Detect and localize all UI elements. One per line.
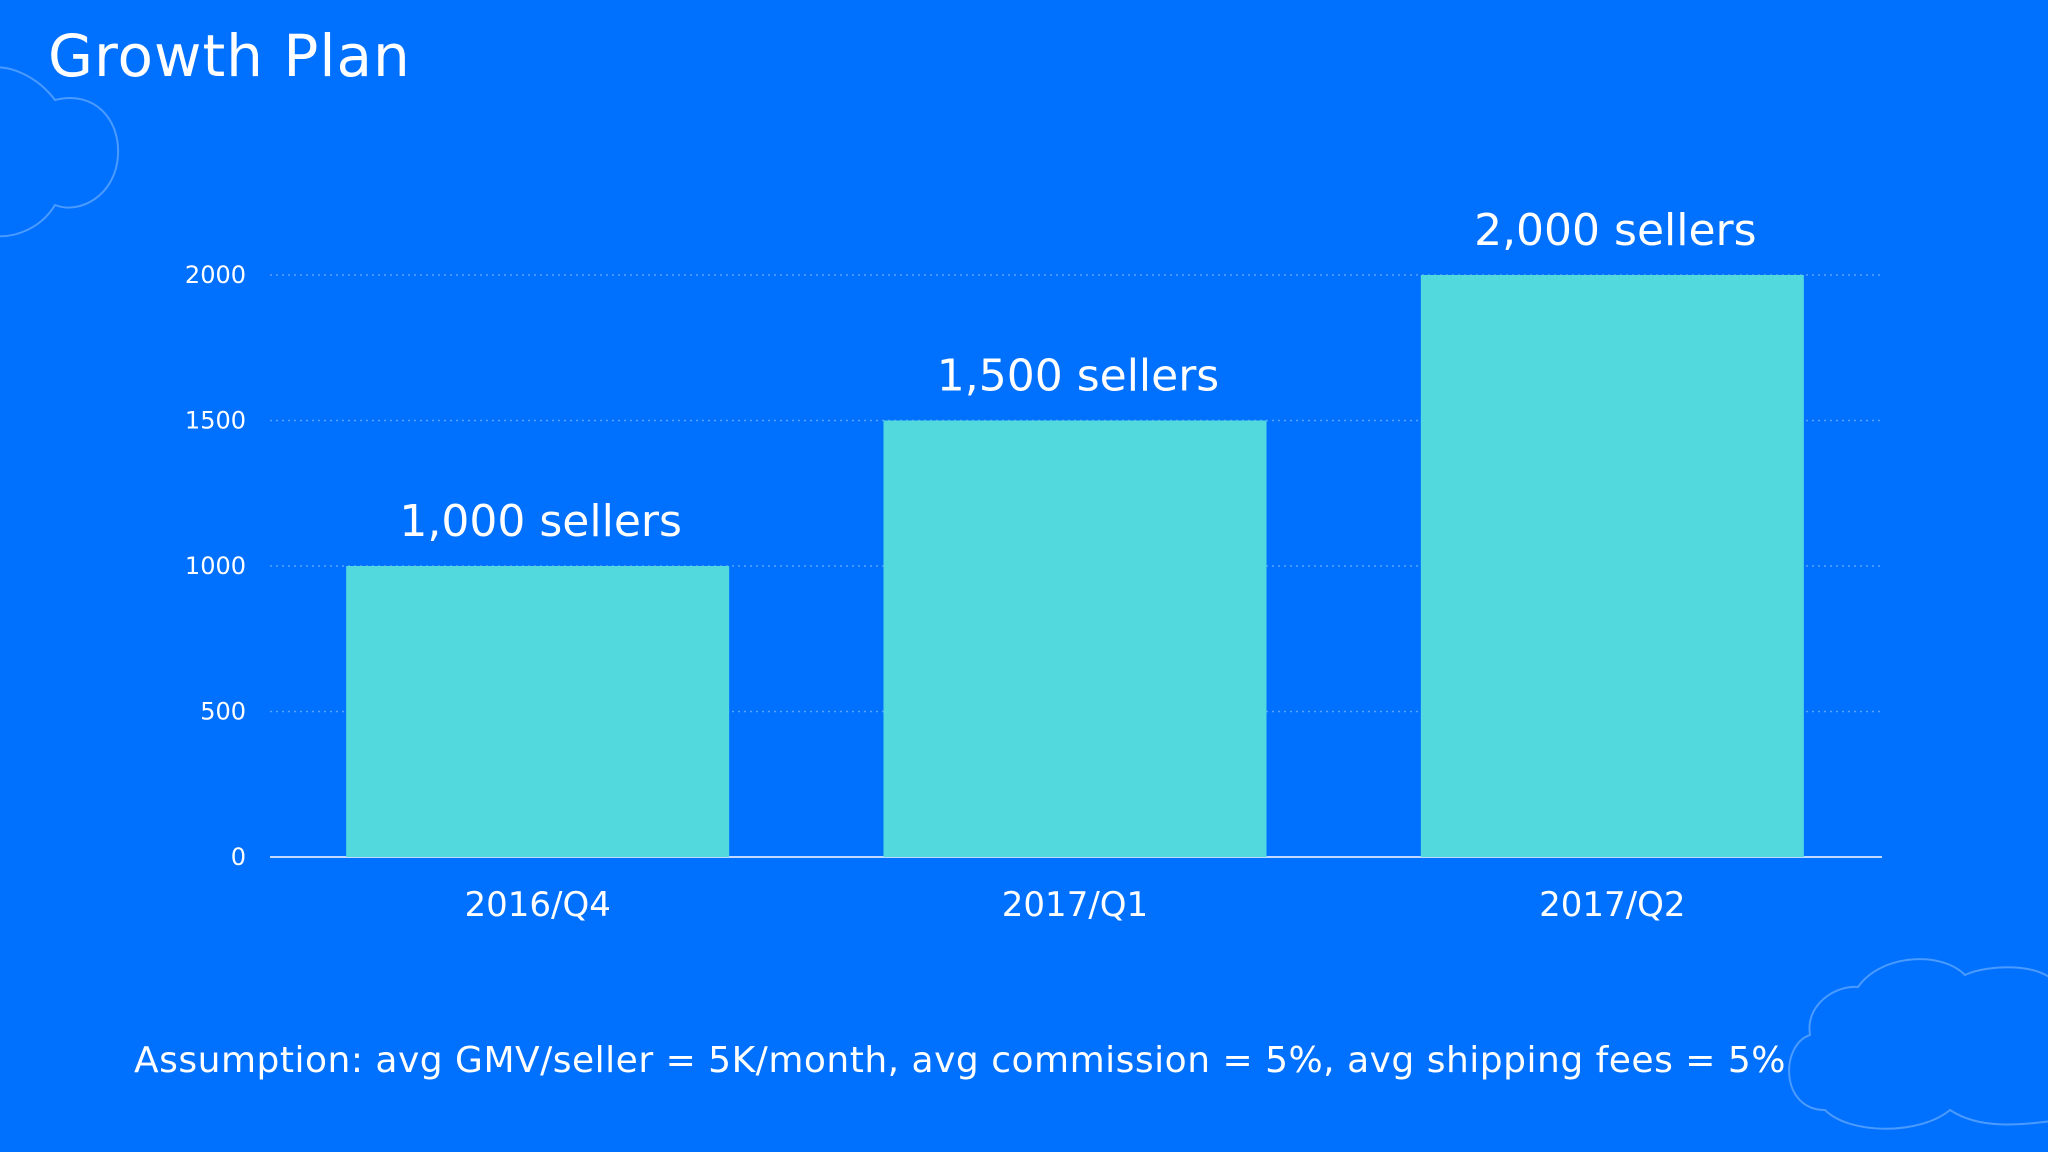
assumption-footnote: Assumption: avg GMV/seller = 5K/month, a…: [133, 1040, 1787, 1081]
y-tick-label: 2000: [185, 261, 246, 289]
data-label: 1,500 sellers: [937, 351, 1219, 402]
y-tick-label: 0: [231, 843, 246, 871]
x-tick-label: 2016/Q4: [464, 885, 610, 925]
data-label: 2,000 sellers: [1474, 205, 1756, 256]
bar: [883, 420, 1267, 857]
bar: [1420, 275, 1804, 857]
cloud-top-left-icon: [0, 66, 120, 238]
bar: [346, 566, 730, 857]
cloud-bottom-right-icon: [1788, 958, 2048, 1130]
slide-title: Growth Plan: [48, 22, 411, 90]
data-label: 1,000 sellers: [399, 496, 681, 547]
x-tick-label: 2017/Q1: [1002, 885, 1148, 925]
y-tick-label: 1500: [185, 407, 246, 435]
y-tick-label: 1000: [185, 552, 246, 580]
y-tick-label: 500: [200, 698, 246, 726]
x-tick-label: 2017/Q2: [1539, 885, 1685, 925]
